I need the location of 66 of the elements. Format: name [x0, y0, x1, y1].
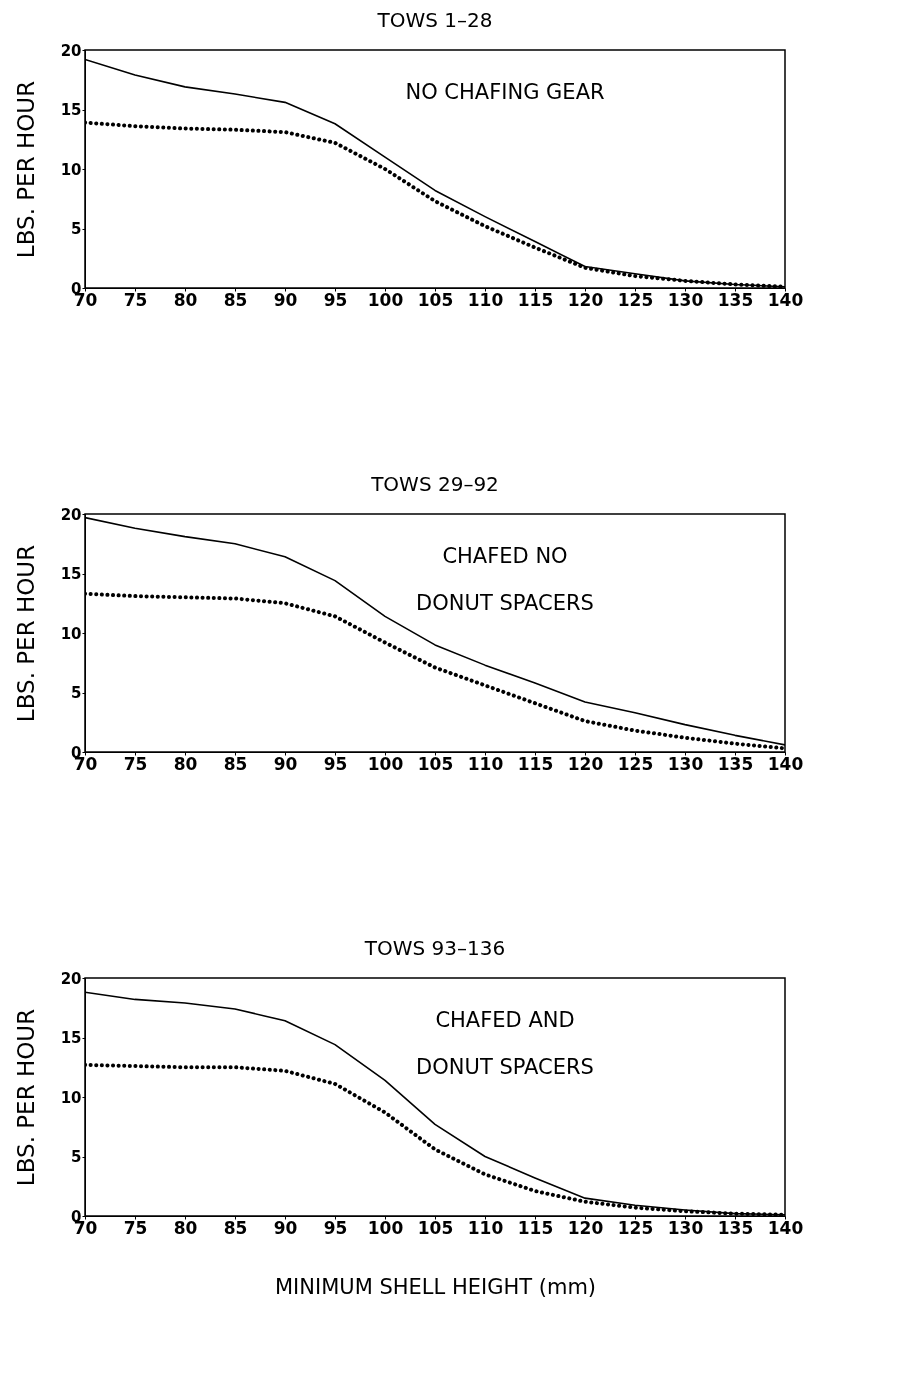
x-tick-label: 80 [173, 753, 198, 774]
x-tick-label: 125 [617, 753, 654, 774]
x-tick-label: 90 [273, 1217, 298, 1238]
x-tick-label: 80 [173, 1217, 198, 1238]
y-tick-label: 15 [60, 1029, 82, 1047]
x-tick-label: 115 [517, 289, 554, 310]
x-tick-label: 75 [123, 753, 148, 774]
x-tick-label: 130 [667, 289, 704, 310]
x-tick-label: 85 [223, 753, 248, 774]
x-tick-label: 85 [223, 289, 248, 310]
x-tick-label: 140 [767, 1217, 804, 1238]
x-tick-label: 120 [567, 289, 604, 310]
x-tick-label: 120 [567, 753, 604, 774]
y-tick-label: 10 [60, 1088, 82, 1107]
x-tick-label: 130 [667, 753, 704, 774]
chart-title: TOWS 29–92 [370, 472, 499, 496]
x-tick-label: 115 [517, 1217, 554, 1238]
annotation: DONUT SPACERS [416, 591, 594, 616]
x-tick-label: 110 [467, 289, 504, 310]
x-tick-label: 80 [173, 289, 198, 310]
x-tick-label: 90 [273, 289, 298, 310]
x-tick-label: 95 [323, 753, 348, 774]
x-axis-title: MINIMUM SHELL HEIGHT (mm) [274, 1274, 597, 1299]
x-tick-label: 105 [417, 1217, 454, 1238]
annotation: NO CHAFING GEAR [405, 79, 605, 104]
x-tick-label: 95 [323, 1217, 348, 1238]
x-tick-label: 75 [123, 289, 148, 310]
y-axis-title: LBS. PER HOUR [12, 80, 39, 259]
annotation: CHAFED NO [442, 543, 568, 568]
x-tick-label: 140 [767, 289, 804, 310]
y-tick-label: 5 [71, 1148, 82, 1166]
x-tick-label: 105 [417, 753, 454, 774]
x-tick-label: 125 [617, 289, 654, 310]
x-tick-label: 135 [717, 289, 754, 310]
y-tick-label: 20 [60, 969, 82, 988]
x-tick-label: 105 [417, 289, 454, 310]
x-tick-label: 100 [367, 1217, 404, 1238]
x-tick-label: 110 [467, 1217, 504, 1238]
x-tick-label: 135 [717, 753, 754, 774]
x-tick-label: 90 [273, 753, 298, 774]
y-tick-label: 10 [60, 624, 82, 643]
x-tick-label: 125 [617, 1217, 654, 1238]
x-tick-label: 120 [567, 1217, 604, 1238]
x-tick-label: 100 [367, 753, 404, 774]
y-axis-title: LBS. PER HOUR [12, 1008, 39, 1187]
y-tick-label: 20 [60, 505, 82, 524]
y-tick-label: 20 [60, 41, 82, 60]
chart-title: TOWS 1–28 [376, 8, 493, 32]
y-tick-label: 10 [60, 160, 82, 179]
y-tick-label: 5 [71, 220, 82, 238]
annotation: DONUT SPACERS [416, 1055, 594, 1080]
x-tick-label: 100 [367, 289, 404, 310]
x-tick-label: 110 [467, 753, 504, 774]
y-axis-title: LBS. PER HOUR [12, 544, 39, 723]
x-tick-label: 115 [517, 753, 554, 774]
y-tick-label: 5 [71, 684, 82, 702]
y-tick-label: 15 [60, 565, 82, 583]
x-tick-label: 85 [223, 1217, 248, 1238]
x-tick-label: 135 [717, 1217, 754, 1238]
y-tick-label: 15 [60, 101, 82, 119]
x-tick-label: 130 [667, 1217, 704, 1238]
x-tick-label: 140 [767, 753, 804, 774]
annotation: CHAFED AND [435, 1007, 575, 1032]
chart-title: TOWS 93–136 [363, 936, 506, 960]
x-tick-label: 95 [323, 289, 348, 310]
x-tick-label: 75 [123, 1217, 148, 1238]
